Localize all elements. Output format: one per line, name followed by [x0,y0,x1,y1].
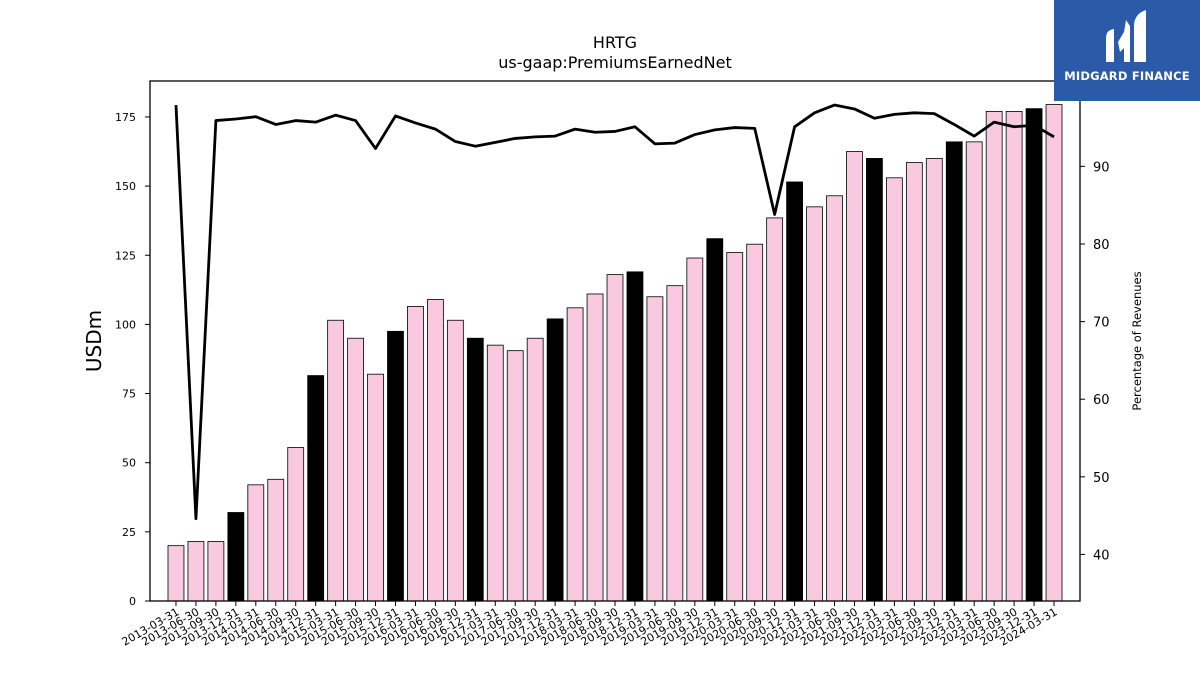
y2-tick-label: 50 [1093,471,1110,486]
chart-title: HRTG [593,33,637,52]
y2-tick-label: 40 [1093,548,1110,563]
bar [267,478,285,602]
bar [427,299,444,602]
bar [307,375,325,602]
bar [786,181,803,602]
bar [866,158,883,602]
bar [965,141,983,602]
bar [806,206,823,602]
bar [985,111,1003,602]
bar [686,257,704,602]
y-tick-label: 25 [122,526,136,539]
y-tick-label: 50 [122,457,136,470]
bar [1025,108,1043,602]
y2-tick-label: 70 [1093,316,1110,331]
bar [446,319,464,602]
brand-mark-icon [1106,10,1146,62]
bar [766,217,784,602]
bar [407,306,424,602]
y-tick-label: 0 [129,595,136,608]
bar [187,541,205,602]
bar-series [167,104,1063,602]
bar [506,350,524,602]
axes: 02550751001251501754050607080902013-03-3… [115,80,1110,649]
bar [606,274,624,602]
bar [247,484,265,602]
y-tick-label: 150 [115,180,136,193]
y2-tick-label: 90 [1093,160,1110,175]
bar [566,307,584,602]
y-tick-label: 75 [122,388,136,401]
bar [846,151,863,602]
bar [387,330,404,602]
y-tick-label: 100 [115,318,136,331]
bar [287,447,305,602]
bar [726,252,744,602]
y2-tick-label: 60 [1093,393,1110,408]
line-path [174,103,1055,521]
bar [626,271,644,602]
brand-logo: MIDGARD FINANCE [1054,0,1200,101]
bar [746,243,764,602]
chart-subtitle: us-gaap:PremiumsEarnedNet [498,53,732,72]
bar [945,141,963,602]
y-axis-label: USDm [82,310,106,372]
bar [227,512,245,602]
y2-tick-label: 80 [1093,238,1110,253]
bar [666,285,684,602]
bar [1045,104,1063,602]
bar [925,158,943,602]
y2-axis-label: Percentage of Revenues [1130,271,1144,410]
line-series [174,103,1055,521]
bar [167,545,185,602]
brand-name: MIDGARD FINANCE [1064,69,1190,83]
bar [586,293,604,602]
bar [486,344,504,602]
bar [1005,111,1023,602]
bar [885,177,903,602]
bar [327,319,345,602]
bar [207,541,225,602]
bar [706,238,724,602]
bar [347,337,364,602]
bar [466,337,484,602]
bar [826,195,843,602]
bar [905,162,923,602]
bar [367,373,384,602]
bar [646,296,664,602]
y-tick-label: 125 [115,249,136,262]
y-tick-label: 175 [115,111,136,124]
bar [546,318,564,602]
bar [526,337,544,602]
